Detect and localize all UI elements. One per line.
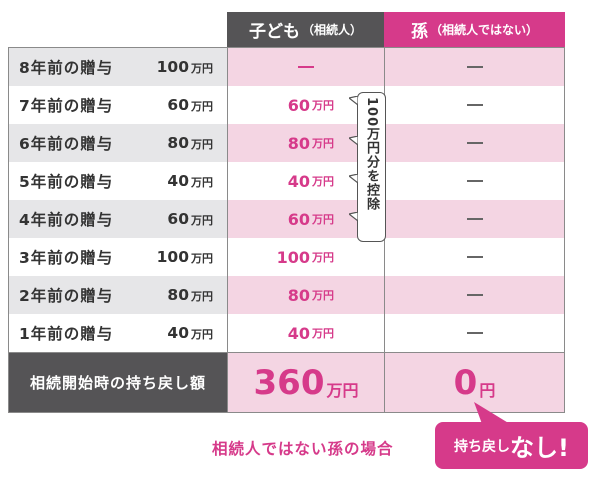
child-cell: 100 万円 — [227, 238, 384, 276]
gift-year-label: 1年前の贈与 — [19, 325, 114, 343]
gift-amount: 60 万円 — [167, 210, 213, 228]
grandchild-cell — [384, 48, 564, 86]
badge-big-text: なし! — [510, 434, 569, 462]
gift-amount: 60 万円 — [167, 96, 213, 114]
table-row: 3年前の贈与 100 万円 100 万円 — [9, 238, 564, 276]
row-label-cell: 4年前の贈与 60 万円 — [9, 200, 227, 238]
gift-year-label: 3年前の贈与 — [19, 249, 114, 267]
deduction-callout: 100万円分を控除 — [349, 92, 386, 242]
row-label-cell: 8年前の贈与 100 万円 — [9, 48, 227, 86]
table-row: 7年前の贈与 60 万円 60 万円 — [9, 86, 564, 124]
dash-icon — [466, 294, 483, 296]
row-label-cell: 3年前の贈与 100 万円 — [9, 238, 227, 276]
header-child-sub: （相続人） — [301, 23, 362, 37]
dash-icon — [466, 180, 483, 182]
table-row: 6年前の贈与 80 万円 80 万円 — [9, 124, 564, 162]
gift-table: 8年前の贈与 100 万円 7年前の贈与 60 万円 60 万円 6年前の贈与 80 万円 8… — [8, 47, 565, 413]
gift-year-label: 7年前の贈与 — [19, 97, 114, 115]
total-child-cell: 360 万円 — [227, 353, 384, 412]
row-label-cell: 2年前の贈与 80 万円 — [9, 276, 227, 314]
grandchild-cell — [384, 238, 564, 276]
column-header-grandchild: 孫（相続人ではない） — [384, 12, 565, 47]
header-child-label: 子ども — [248, 22, 300, 42]
gift-year-label: 8年前の贈与 — [19, 59, 114, 77]
gift-amount: 80 万円 — [167, 286, 213, 304]
gift-year-label: 5年前の贈与 — [19, 173, 114, 191]
grandchild-cell — [384, 162, 564, 200]
gift-year-label: 4年前の贈与 — [19, 211, 114, 229]
child-cell: 60 万円 — [227, 86, 384, 124]
child-cell: 80 万円 — [227, 276, 384, 314]
callout-pointer-icon — [349, 174, 358, 184]
total-label: 相続開始時の持ち戻し額 — [9, 353, 227, 412]
gift-amount: 80 万円 — [167, 134, 213, 152]
gift-year-label: 6年前の贈与 — [19, 135, 114, 153]
dash-icon — [466, 218, 483, 220]
badge-pointer-icon — [474, 402, 510, 424]
dash-icon — [466, 142, 483, 144]
grandchild-note: 相続人ではない孫の場合 — [212, 440, 394, 458]
grandchild-cell — [384, 200, 564, 238]
no-clawback-badge: 持ち戻し なし! — [435, 422, 588, 469]
dash-icon — [466, 256, 483, 258]
header-grandchild-sub: （相続人ではない） — [429, 23, 538, 37]
child-cell: 40 万円 — [227, 162, 384, 200]
gift-amount: 100 万円 — [156, 58, 213, 76]
child-cell — [227, 48, 384, 86]
grandchild-cell — [384, 86, 564, 124]
row-label-cell: 7年前の贈与 60 万円 — [9, 86, 227, 124]
table-row: 2年前の贈与 80 万円 80 万円 — [9, 276, 564, 314]
header-grandchild-label: 孫 — [410, 22, 428, 42]
column-header-child: 子ども （相続人） — [227, 12, 384, 47]
grandchild-cell — [384, 124, 564, 162]
table-row: 1年前の贈与 40 万円 40 万円 — [9, 314, 564, 352]
gift-year-label: 2年前の贈与 — [19, 287, 114, 305]
row-label-cell: 5年前の贈与 40 万円 — [9, 162, 227, 200]
row-label-cell: 6年前の贈与 80 万円 — [9, 124, 227, 162]
child-cell: 40 万円 — [227, 314, 384, 352]
dash-icon — [298, 66, 314, 68]
row-label-cell: 1年前の贈与 40 万円 — [9, 314, 227, 352]
total-child-value: 360 — [253, 362, 325, 403]
grandchild-cell — [384, 314, 564, 352]
gift-amount: 40 万円 — [167, 324, 213, 342]
callout-pointer-icon — [349, 212, 358, 222]
grandchild-cell — [384, 276, 564, 314]
total-grandchild-value: 0 — [453, 362, 478, 403]
dash-icon — [466, 104, 483, 106]
gift-amount: 40 万円 — [167, 172, 213, 190]
table-row: 5年前の贈与 40 万円 40 万円 — [9, 162, 564, 200]
table-row: 8年前の贈与 100 万円 — [9, 48, 564, 86]
callout-pointer-icon — [349, 96, 358, 106]
deduction-callout-text: 100万円分を控除 — [364, 97, 379, 212]
dash-icon — [466, 332, 483, 334]
dash-icon — [466, 66, 483, 68]
badge-small-text: 持ち戻し — [454, 438, 511, 455]
table-row: 4年前の贈与 60 万円 60 万円 — [9, 200, 564, 238]
gift-amount: 100 万円 — [156, 248, 213, 266]
callout-pointer-icon — [349, 136, 358, 146]
